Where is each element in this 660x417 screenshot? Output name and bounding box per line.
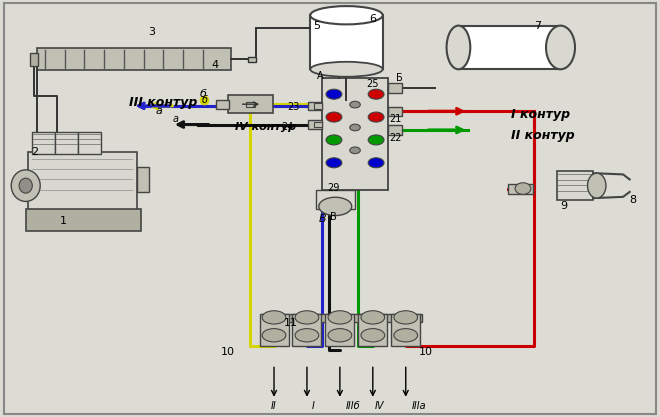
- Ellipse shape: [350, 147, 360, 153]
- Text: IIIа: IIIа: [412, 401, 426, 411]
- FancyBboxPatch shape: [261, 314, 422, 322]
- Ellipse shape: [326, 135, 342, 145]
- Ellipse shape: [326, 158, 342, 168]
- Ellipse shape: [587, 173, 606, 198]
- Text: 8: 8: [630, 195, 636, 205]
- FancyBboxPatch shape: [30, 53, 38, 66]
- Text: 22: 22: [389, 133, 402, 143]
- FancyBboxPatch shape: [557, 171, 593, 200]
- Ellipse shape: [361, 311, 385, 324]
- Text: 4: 4: [211, 60, 218, 70]
- Text: а: а: [155, 106, 162, 116]
- FancyBboxPatch shape: [308, 121, 322, 129]
- FancyBboxPatch shape: [37, 48, 231, 70]
- FancyBboxPatch shape: [315, 190, 355, 208]
- Text: 3: 3: [148, 27, 156, 37]
- Ellipse shape: [295, 329, 319, 342]
- Ellipse shape: [326, 89, 342, 99]
- FancyBboxPatch shape: [26, 208, 141, 231]
- Text: А: А: [317, 70, 323, 80]
- FancyBboxPatch shape: [322, 78, 388, 190]
- Ellipse shape: [326, 112, 342, 122]
- Text: 6: 6: [370, 15, 376, 25]
- Text: 1: 1: [60, 216, 67, 226]
- Ellipse shape: [515, 183, 531, 194]
- Text: IIIб: IIIб: [346, 401, 360, 411]
- Text: В: В: [330, 212, 337, 222]
- Ellipse shape: [361, 329, 385, 342]
- Text: б: б: [200, 89, 207, 99]
- Text: 2: 2: [32, 147, 38, 157]
- FancyBboxPatch shape: [28, 152, 137, 211]
- FancyBboxPatch shape: [314, 122, 322, 128]
- Ellipse shape: [11, 170, 40, 201]
- Text: IV: IV: [375, 401, 384, 411]
- Text: 7: 7: [534, 20, 541, 30]
- FancyBboxPatch shape: [310, 15, 383, 69]
- Text: 5: 5: [314, 20, 320, 30]
- FancyBboxPatch shape: [391, 314, 420, 346]
- Ellipse shape: [368, 89, 384, 99]
- FancyBboxPatch shape: [459, 25, 560, 69]
- Text: 29: 29: [327, 183, 339, 193]
- Ellipse shape: [350, 124, 360, 131]
- Text: 25: 25: [366, 79, 379, 89]
- FancyBboxPatch shape: [259, 314, 288, 346]
- Ellipse shape: [350, 101, 360, 108]
- Text: II: II: [271, 401, 277, 411]
- Text: IV контур: IV контур: [234, 123, 296, 133]
- Text: III контур: III контур: [129, 96, 197, 109]
- FancyBboxPatch shape: [78, 132, 102, 154]
- Ellipse shape: [328, 311, 352, 324]
- FancyBboxPatch shape: [216, 100, 229, 109]
- Ellipse shape: [546, 25, 575, 69]
- Text: 9: 9: [560, 201, 568, 211]
- Ellipse shape: [19, 178, 32, 193]
- Text: Б: Б: [396, 73, 403, 83]
- FancyBboxPatch shape: [55, 132, 79, 154]
- FancyBboxPatch shape: [388, 126, 403, 135]
- Ellipse shape: [368, 112, 384, 122]
- Text: 23: 23: [288, 102, 300, 112]
- FancyBboxPatch shape: [508, 183, 533, 193]
- Text: б: б: [202, 95, 208, 106]
- FancyBboxPatch shape: [358, 314, 387, 346]
- Ellipse shape: [310, 6, 383, 24]
- Text: 24: 24: [281, 123, 294, 133]
- Ellipse shape: [310, 62, 383, 77]
- Ellipse shape: [262, 311, 286, 324]
- Ellipse shape: [319, 197, 352, 216]
- Text: а: а: [172, 114, 178, 124]
- FancyBboxPatch shape: [292, 314, 321, 346]
- Text: I: I: [312, 401, 315, 411]
- FancyBboxPatch shape: [32, 132, 55, 154]
- Text: 11: 11: [284, 318, 298, 328]
- FancyBboxPatch shape: [314, 103, 322, 109]
- Ellipse shape: [447, 25, 471, 69]
- FancyBboxPatch shape: [325, 314, 354, 346]
- Text: II контур: II контур: [511, 129, 575, 142]
- FancyBboxPatch shape: [137, 167, 149, 192]
- Text: 10: 10: [221, 347, 235, 357]
- FancyBboxPatch shape: [388, 83, 403, 93]
- FancyBboxPatch shape: [248, 57, 255, 62]
- Ellipse shape: [368, 135, 384, 145]
- Text: 21: 21: [389, 114, 402, 124]
- Ellipse shape: [328, 329, 352, 342]
- Ellipse shape: [394, 311, 418, 324]
- Ellipse shape: [394, 329, 418, 342]
- FancyBboxPatch shape: [228, 95, 273, 113]
- FancyBboxPatch shape: [246, 102, 255, 107]
- FancyBboxPatch shape: [308, 102, 322, 110]
- FancyBboxPatch shape: [388, 107, 403, 116]
- Text: I контур: I контур: [511, 108, 570, 121]
- Text: 10: 10: [418, 347, 432, 357]
- Text: В: В: [319, 214, 327, 224]
- Ellipse shape: [295, 311, 319, 324]
- Ellipse shape: [368, 158, 384, 168]
- Ellipse shape: [262, 329, 286, 342]
